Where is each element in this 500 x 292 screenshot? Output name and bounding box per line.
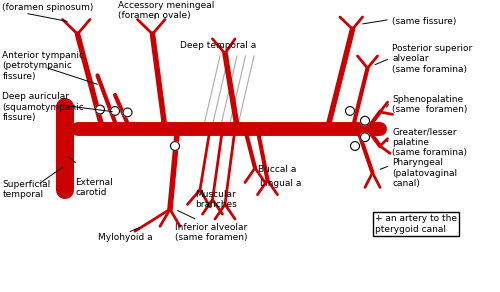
Text: Deep auricular
(squamotympanic
fissure): Deep auricular (squamotympanic fissure) [2,93,84,122]
Text: Inferior alveolar
(same foramen): Inferior alveolar (same foramen) [175,223,248,242]
Text: Greater/lesser
palatine
(same foramina): Greater/lesser palatine (same foramina) [392,128,468,157]
Circle shape [360,133,370,142]
Text: + an artery to the
pterygoid canal: + an artery to the pterygoid canal [375,214,457,234]
Text: Accessory meningeal
(foramen ovale): Accessory meningeal (foramen ovale) [118,1,214,20]
Circle shape [360,116,370,125]
Text: Deep temporal a: Deep temporal a [180,41,256,50]
Text: Buccal a: Buccal a [258,166,296,174]
Circle shape [350,142,360,150]
Text: (same fissure): (same fissure) [392,17,457,26]
Text: Posterior superior
alveolar
(same foramina): Posterior superior alveolar (same forami… [392,44,473,74]
Text: Sphenopalatine
(same  foramen): Sphenopalatine (same foramen) [392,95,468,114]
Text: External
carotid: External carotid [75,178,113,197]
Text: (foramen spinosum): (foramen spinosum) [2,3,94,12]
Circle shape [346,107,354,115]
Text: Lingual a: Lingual a [260,179,302,188]
Text: Pharyngeal
(palatovaginal
canal): Pharyngeal (palatovaginal canal) [392,158,458,188]
Text: Mylohyoid a: Mylohyoid a [98,233,152,241]
Text: Muscular
branches: Muscular branches [195,190,237,209]
Circle shape [96,105,104,114]
Circle shape [170,142,179,150]
Text: Anterior tympanic
(petrotympanic
fissure): Anterior tympanic (petrotympanic fissure… [2,51,84,81]
Text: Superficial
temporal: Superficial temporal [2,180,51,199]
Circle shape [123,108,132,117]
Circle shape [110,107,120,115]
